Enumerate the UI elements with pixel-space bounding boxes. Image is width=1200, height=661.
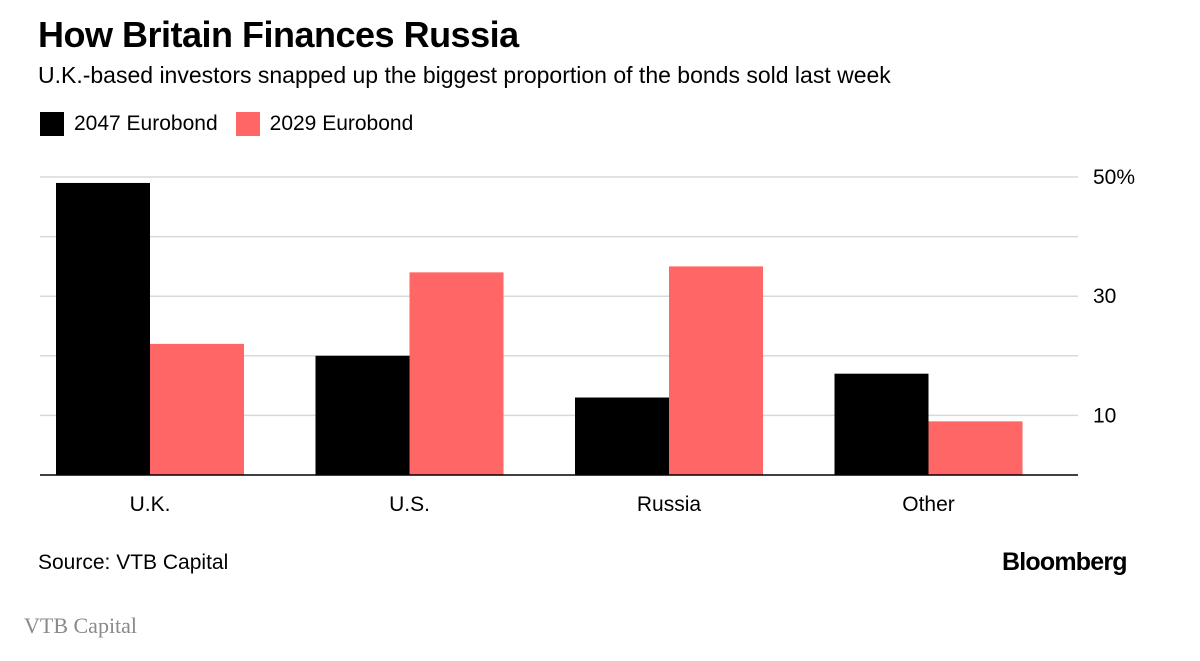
image-caption: VTB Capital [24, 613, 138, 638]
legend-swatch-2029 [235, 112, 260, 136]
y-tick-label-10: 10 [1093, 404, 1116, 427]
bar-us-2047 [315, 355, 410, 475]
source-note: Source: VTB Capital [38, 551, 229, 574]
legend: 2047 Eurobond 2029 Eurobond [40, 112, 431, 136]
x-tick-label-other: Other [902, 493, 955, 516]
y-tick-label-50: 50% [1093, 166, 1135, 189]
bar-uk-2029 [150, 343, 244, 475]
bar-chart: 10 30 50% U.K. U.S. Russia Other [40, 166, 1135, 516]
bloomberg-logo: Bloomberg [1002, 548, 1128, 576]
chart-title: How Britain Finances Russia [38, 14, 519, 55]
bar-russia-2029 [669, 266, 763, 475]
bar-uk-2047 [56, 182, 150, 475]
legend-swatch-2047 [40, 112, 64, 136]
bar-russia-2047 [575, 397, 669, 475]
legend-label-2029: 2029 Eurobond [269, 112, 414, 135]
y-tick-label-30: 30 [1093, 285, 1116, 308]
chart-subtitle: U.K.-based investors snapped up the bigg… [38, 62, 891, 88]
bar-other-2047 [834, 373, 929, 475]
x-tick-label-uk: U.K. [130, 493, 171, 516]
bar-other-2029 [928, 421, 1023, 475]
legend-item-2047: 2047 Eurobond [40, 112, 218, 136]
legend-label-2047: 2047 Eurobond [74, 112, 218, 135]
bar-us-2029 [409, 272, 504, 475]
x-tick-label-russia: Russia [637, 493, 702, 516]
x-tick-label-us: U.S. [389, 493, 430, 516]
legend-item-2029: 2029 Eurobond [235, 112, 414, 136]
